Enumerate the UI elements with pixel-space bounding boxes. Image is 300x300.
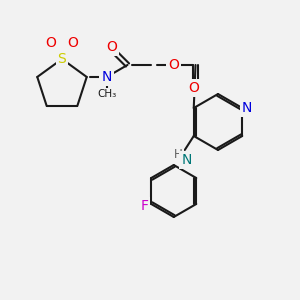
Text: N: N bbox=[242, 101, 252, 115]
Text: O: O bbox=[46, 36, 56, 50]
Text: S: S bbox=[58, 52, 66, 66]
Text: O: O bbox=[188, 81, 199, 95]
Text: N: N bbox=[101, 70, 112, 84]
Text: O: O bbox=[106, 40, 117, 54]
Text: O: O bbox=[68, 36, 78, 50]
Text: N: N bbox=[182, 153, 192, 167]
Text: O: O bbox=[168, 58, 179, 72]
Text: F: F bbox=[140, 199, 148, 213]
Text: H: H bbox=[173, 148, 182, 161]
Text: CH₃: CH₃ bbox=[97, 89, 116, 99]
